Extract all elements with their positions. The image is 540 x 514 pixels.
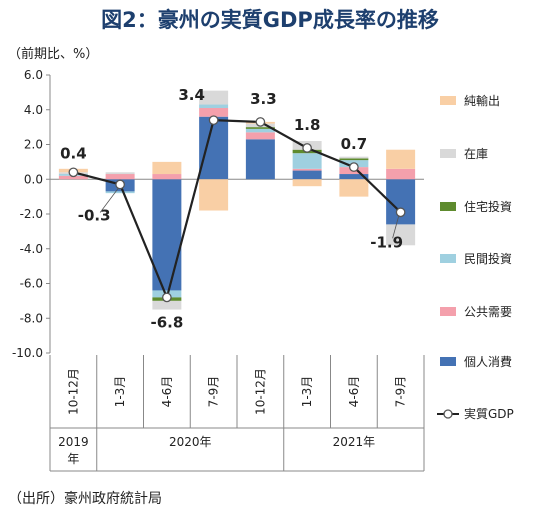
bar-segment <box>152 300 182 310</box>
bar-segment <box>339 179 369 197</box>
data-label: 3.3 <box>250 90 277 108</box>
y-unit-label: （前期比、%） <box>8 46 98 62</box>
bar-segment <box>58 175 88 180</box>
bar-segment <box>105 191 135 194</box>
bar-segment <box>199 108 229 117</box>
legend-swatch <box>440 307 456 316</box>
category-label: 4-6月 <box>160 376 174 408</box>
legend-label: 実質GDP <box>464 406 514 421</box>
year-label: 2019 <box>58 435 89 449</box>
category-label: 7-9月 <box>394 376 408 408</box>
gdp-point <box>115 179 125 190</box>
year-label: 2020年 <box>169 435 212 449</box>
bar-segment <box>199 104 229 109</box>
year-label-suffix: 年 <box>67 452 79 466</box>
gdp-point <box>255 117 266 127</box>
bar-segment <box>245 132 275 140</box>
bar-segment <box>339 158 369 161</box>
legend-label: 在庫 <box>464 147 488 161</box>
gdp-point <box>208 115 219 126</box>
y-tick-label: -2.0 <box>20 207 43 221</box>
data-label-leader <box>99 188 119 213</box>
legend-label: 住宅投資 <box>464 199 512 214</box>
bar-segment <box>292 179 322 187</box>
bar-segment <box>245 127 275 129</box>
y-tick-label: -4.0 <box>20 242 43 256</box>
bar-segment <box>199 90 229 105</box>
bar-segment <box>292 153 322 169</box>
bar-segment <box>386 149 416 169</box>
bar-segment <box>292 168 322 171</box>
category-label: 10-12月 <box>66 368 80 415</box>
bar-segment <box>105 174 135 180</box>
plot-area: 6.0 4.0 2.0 0.0 -2.0 -4.0 -6.0 -8.0 -10.0 0.4 -0.3… <box>12 68 425 472</box>
legend-swatch <box>440 202 456 211</box>
y-tick-label: 0.0 <box>24 172 43 186</box>
gdp-line <box>73 119 402 301</box>
y-tick-label: 2.0 <box>24 138 43 152</box>
bar-segment <box>152 161 182 175</box>
data-label: 0.4 <box>60 144 87 162</box>
bar-segment <box>292 170 322 180</box>
data-label: -6.8 <box>150 313 183 331</box>
bar-segment <box>386 168 416 180</box>
bar-segment <box>245 139 275 180</box>
category-label: 4-6月 <box>347 376 361 408</box>
y-tick-label: 4.0 <box>24 103 43 117</box>
legend-label: 純輸出 <box>464 93 500 108</box>
data-label: 3.4 <box>178 86 205 104</box>
y-tick-label: -6.0 <box>20 277 43 291</box>
legend-label: 個人消費 <box>464 354 512 369</box>
bar-segment <box>339 156 369 159</box>
bar-segment <box>245 128 275 133</box>
data-label-leader <box>392 216 400 239</box>
category-label: 7-9月 <box>207 376 221 408</box>
gdp-point <box>349 162 359 172</box>
y-tick-label: -10.0 <box>12 346 43 360</box>
legend-label: 公共需要 <box>464 305 512 319</box>
legend-label: 民間投資 <box>464 251 512 266</box>
year-label: 2021年 <box>333 435 376 449</box>
data-label: -0.3 <box>78 206 111 224</box>
bar-segment <box>339 174 369 180</box>
source-note: （出所）豪州政府統計局 <box>8 491 162 507</box>
bar-segment <box>199 179 229 211</box>
legend-marker <box>443 409 453 419</box>
legend-swatch <box>440 149 456 158</box>
chart-title: 図2：豪州の実質GDP成長率の推移 <box>101 8 439 32</box>
bar-segment <box>152 174 182 180</box>
gdp-point <box>68 167 79 178</box>
bar-segment <box>386 224 416 246</box>
legend-swatch <box>440 357 456 366</box>
bar-segment <box>199 116 229 180</box>
bar-segment <box>105 172 135 175</box>
legend-swatch <box>440 254 456 263</box>
y-tick-label: -8.0 <box>20 311 43 325</box>
data-label: -1.9 <box>370 233 403 251</box>
category-label: 1-3月 <box>300 376 314 408</box>
category-label: 1-3月 <box>113 376 127 408</box>
legend-swatch <box>440 96 456 105</box>
gdp-point <box>302 143 312 153</box>
data-label: 0.7 <box>341 135 368 153</box>
category-label: 10-12月 <box>253 368 267 415</box>
gdp-point <box>162 292 172 303</box>
y-tick-label: 6.0 <box>24 68 43 82</box>
gdp-point <box>395 207 406 218</box>
data-label: 1.8 <box>294 116 321 134</box>
